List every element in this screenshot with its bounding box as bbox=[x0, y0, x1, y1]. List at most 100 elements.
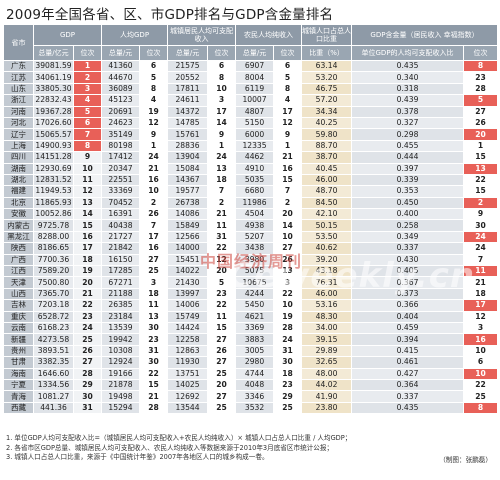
gdp-total-cell: 7365.70 bbox=[33, 287, 74, 301]
gold-value-cell: 0.337 bbox=[351, 242, 465, 255]
table-row: 甘肃 3382.35 27 12924 30 11930 27 2980 30 32.65 0.46… bbox=[3, 356, 499, 369]
pgdp-total-cell: 23184 bbox=[101, 310, 141, 324]
urban-ratio-cell: 40.45 bbox=[301, 162, 353, 175]
gdp-rank-cell: 14 bbox=[72, 208, 103, 221]
province-cell: 云南 bbox=[3, 321, 34, 335]
gdp-rank-cell: 31 bbox=[72, 401, 103, 415]
urban-rank-cell: 10 bbox=[207, 82, 237, 96]
pgdp-total-cell: 36089 bbox=[101, 82, 141, 96]
gdp-rank-cell: 6 bbox=[72, 116, 103, 130]
pgdp-rank-cell: 23 bbox=[139, 333, 169, 346]
urban-total-cell: 19577 bbox=[167, 185, 209, 198]
gold-rank-cell: 8 bbox=[463, 401, 499, 415]
urban-rank-cell: 11 bbox=[207, 219, 237, 232]
province-cell: 江苏 bbox=[3, 71, 34, 84]
pgdp-rank-cell: 13 bbox=[139, 310, 169, 324]
gdp-rank-cell: 30 bbox=[72, 390, 103, 403]
footnote: 2. 各省市区GDP总量、城镇居民人均可支配收入、农民人均纯收入等数据来源于20… bbox=[6, 443, 334, 452]
pgdp-total-cell: 19166 bbox=[101, 367, 141, 380]
pgdp-rank-cell: 24 bbox=[139, 151, 169, 164]
urban-rank-cell: 26 bbox=[207, 344, 237, 358]
rural-total-cell: 5207 bbox=[235, 230, 275, 244]
gold-value-cell: 0.461 bbox=[351, 356, 465, 369]
header-gdp-total: 总量/亿元 bbox=[33, 45, 74, 61]
urban-ratio-cell: 41.90 bbox=[301, 390, 353, 403]
province-cell: 贵州 bbox=[3, 344, 34, 358]
gold-rank-cell: 15 bbox=[463, 185, 499, 198]
urban-ratio-cell: 53.50 bbox=[301, 230, 353, 244]
pgdp-rank-cell: 2 bbox=[139, 196, 169, 210]
gdp-rank-cell: 16 bbox=[72, 230, 103, 244]
gdp-total-cell: 6528.72 bbox=[33, 310, 74, 324]
urban-ratio-cell: 38.70 bbox=[301, 151, 353, 164]
urban-ratio-cell: 84.50 bbox=[301, 196, 353, 210]
rural-total-cell: 4807 bbox=[235, 105, 275, 118]
table-row: 广西 7700.36 18 16150 27 15451 12 3980 26 39.20 0.43… bbox=[3, 253, 499, 267]
rural-total-cell: 3532 bbox=[235, 401, 275, 415]
header-gdp: GDP bbox=[32, 24, 103, 46]
pgdp-rank-cell: 21 bbox=[139, 162, 169, 175]
rural-rank-cell: 4 bbox=[273, 94, 303, 107]
urban-rank-cell: 20 bbox=[207, 378, 237, 392]
gdp-total-cell: 3893.51 bbox=[33, 344, 74, 358]
urban-ratio-cell: 48.30 bbox=[301, 310, 353, 324]
urban-total-cell: 15761 bbox=[167, 128, 209, 141]
pgdp-rank-cell: 3 bbox=[139, 276, 169, 289]
pgdp-total-cell: 21878 bbox=[101, 378, 141, 392]
urban-ratio-cell: 57.20 bbox=[301, 94, 353, 107]
province-cell: 内蒙古 bbox=[3, 219, 34, 232]
province-cell: 广西 bbox=[3, 253, 34, 267]
pgdp-total-cell: 35149 bbox=[101, 128, 141, 141]
gold-rank-cell: 3 bbox=[463, 321, 499, 335]
gold-rank-cell: 13 bbox=[463, 162, 499, 175]
province-cell: 天津 bbox=[3, 276, 34, 289]
province-cell: 河北 bbox=[3, 116, 34, 130]
header-gdp-gold: GDP含金量（居民收入 幸福指数） bbox=[351, 24, 499, 46]
gdp-total-cell: 8186.65 bbox=[33, 242, 74, 255]
pgdp-total-cell: 19942 bbox=[101, 333, 141, 346]
header-pgdp: 人均GDP bbox=[101, 24, 169, 46]
urban-rank-cell: 1 bbox=[207, 139, 237, 153]
gold-value-cell: 0.298 bbox=[351, 128, 465, 141]
gold-rank-cell: 22 bbox=[463, 378, 499, 392]
gold-rank-cell: 20 bbox=[463, 128, 499, 141]
gold-value-cell: 0.427 bbox=[351, 367, 465, 380]
gdp-total-cell: 39081.59 bbox=[33, 59, 74, 73]
rural-total-cell: 10007 bbox=[235, 94, 275, 107]
gdp-total-cell: 4273.58 bbox=[33, 333, 74, 346]
urban-total-cell: 20552 bbox=[167, 71, 209, 84]
gdp-rank-cell: 15 bbox=[72, 219, 103, 232]
urban-rank-cell: 25 bbox=[207, 401, 237, 415]
gold-rank-cell: 15 bbox=[463, 151, 499, 164]
urban-ratio-cell: 88.70 bbox=[301, 139, 353, 153]
gdp-total-cell: 10052.86 bbox=[33, 208, 74, 221]
urban-ratio-cell: 46.75 bbox=[301, 82, 353, 96]
pgdp-rank-cell: 18 bbox=[139, 287, 169, 301]
urban-ratio-cell: 34.34 bbox=[301, 105, 353, 118]
urban-rank-cell: 9 bbox=[207, 128, 237, 141]
pgdp-rank-cell: 4 bbox=[139, 94, 169, 107]
rural-rank-cell: 15 bbox=[273, 173, 303, 187]
urban-rank-cell: 31 bbox=[207, 230, 237, 244]
pgdp-rank-cell: 1 bbox=[139, 139, 169, 153]
urban-ratio-cell: 63.14 bbox=[301, 59, 353, 73]
table-row: 西藏 441.36 31 15294 28 13544 25 3532 25 23.80 0.435… bbox=[3, 401, 499, 415]
pgdp-rank-cell: 12 bbox=[139, 116, 169, 130]
urban-ratio-cell: 39.15 bbox=[301, 333, 353, 346]
province-cell: 山东 bbox=[3, 82, 34, 96]
rural-total-cell: 4621 bbox=[235, 310, 275, 324]
header-gdp-rank: 位次 bbox=[72, 45, 103, 61]
rural-total-cell: 4048 bbox=[235, 378, 275, 392]
urban-rank-cell: 18 bbox=[207, 173, 237, 187]
rural-rank-cell: 28 bbox=[273, 321, 303, 335]
rural-rank-cell: 6 bbox=[273, 59, 303, 73]
urban-rank-cell: 14 bbox=[207, 116, 237, 130]
urban-total-cell: 21430 bbox=[167, 276, 209, 289]
province-cell: 吉林 bbox=[3, 299, 34, 312]
gdp-rank-cell: 29 bbox=[72, 378, 103, 392]
urban-total-cell: 13544 bbox=[167, 401, 209, 415]
province-cell: 黑龙江 bbox=[3, 230, 34, 244]
header-gold-rank: 位次 bbox=[463, 45, 499, 61]
pgdp-rank-cell: 28 bbox=[139, 401, 169, 415]
rural-rank-cell: 29 bbox=[273, 390, 303, 403]
